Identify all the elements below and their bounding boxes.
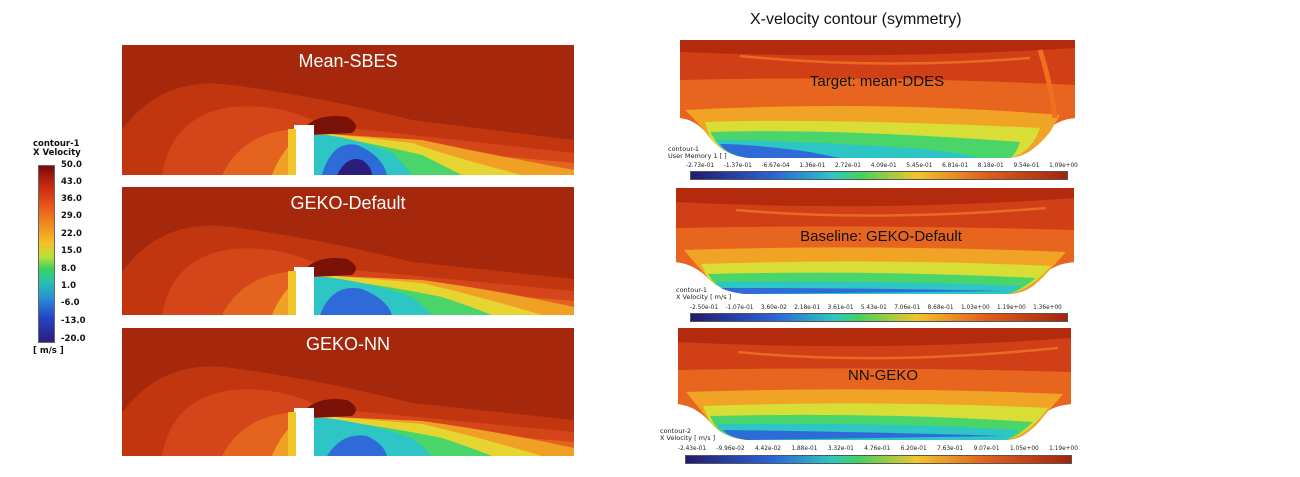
legend-tick: 36.0 (61, 194, 82, 204)
right-colorbar-ticks-1: -2.73e-01 -1.37e-01 -6.67e-04 1.36e-01 2… (686, 163, 1078, 169)
panel-title: GEKO-NN (305, 334, 390, 354)
colorbar-tick: -9.96e-02 (716, 446, 745, 452)
legend-line2: X Velocity [ m/s ] (676, 293, 732, 301)
colorbar-tick: 1.36e+00 (1033, 305, 1062, 311)
left-legend-colorbar (38, 165, 55, 343)
legend-tick: 8.0 (61, 264, 77, 274)
right-panel-title: Baseline: GEKO-Default (800, 228, 963, 245)
contour-field (122, 45, 574, 175)
colorbar-tick: -1.07e-01 (725, 305, 754, 311)
legend-line1: contour-1 (676, 286, 708, 294)
colorbar-tick: 5.43e-01 (860, 305, 887, 311)
right-colorbar-3 (685, 455, 1072, 464)
colorbar-tick: 7.63e-01 (937, 446, 964, 452)
panel-title: GEKO-Default (290, 193, 406, 213)
figure-title: X-velocity contour (symmetry) (750, 11, 962, 28)
colorbar-tick: 1.09e+00 (1049, 163, 1078, 169)
left-panel-mean-sbes: Mean-SBES (122, 45, 574, 175)
legend-tick: 43.0 (61, 177, 82, 187)
colorbar-tick: 4.76e-01 (864, 446, 891, 452)
legend-tick: -20.0 (61, 334, 86, 344)
legend-line2: X Velocity (33, 148, 81, 158)
colorbar-tick: -2.50e-01 (690, 305, 719, 311)
right-colorbar-ticks-3: -2.43e-01 -9.96e-02 4.42e-02 1.88e-01 3.… (678, 446, 1078, 452)
colorbar-tick: 2.18e-01 (794, 305, 821, 311)
colorbar-tick: 8.18e-01 (977, 163, 1004, 169)
colorbar-tick: 3.61e-01 (827, 305, 854, 311)
colorbar-tick: 2.72e-01 (835, 163, 861, 169)
left-panel-geko-nn: GEKO-NN (122, 328, 574, 458)
right-colorbar-2 (690, 313, 1068, 322)
right-colorbar-ticks-2: -2.50e-01 -1.07e-01 3.60e-02 2.18e-01 3.… (690, 305, 1062, 311)
right-panel-nn-geko: NN-GEKO (678, 328, 1071, 440)
colorbar-tick: 9.07e-01 (973, 446, 1000, 452)
right-panel-title: Target: mean-DDES (810, 73, 944, 90)
colorbar-tick: 1.05e+00 (1009, 446, 1039, 452)
colorbar-tick: -2.73e-01 (686, 163, 715, 169)
colorbar-tick: 4.42e-02 (755, 446, 781, 452)
right-colorbar-1 (690, 171, 1068, 180)
colorbar-tick: 7.06e-01 (894, 305, 921, 311)
legend-line1: contour-1 (668, 145, 700, 153)
contour-field (122, 328, 574, 456)
legend-tick: 29.0 (61, 211, 82, 221)
legend-tick: -6.0 (61, 298, 80, 308)
colorbar-tick: 4.09e-01 (870, 163, 897, 169)
colorbar-tick: 1.03e+00 (960, 305, 990, 311)
left-panel-geko-default: GEKO-Default (122, 187, 574, 317)
colorbar-tick: 5.45e-01 (906, 163, 933, 169)
legend-tick: 15.0 (61, 246, 82, 256)
legend-line2: X Velocity [ m/s ] (660, 434, 716, 442)
contour-field (122, 187, 574, 315)
right-panel-title: NN-GEKO (848, 367, 918, 384)
legend-tick: 22.0 (61, 229, 82, 239)
colorbar-tick: 6.81e-01 (942, 163, 969, 169)
right-panel-baseline-geko-default: Baseline: GEKO-Default (676, 188, 1074, 294)
colorbar-tick: 1.88e-01 (791, 446, 818, 452)
colorbar-tick: 3.32e-01 (827, 446, 854, 452)
colorbar-tick: 3.60e-02 (760, 305, 787, 311)
colorbar-tick: -6.67e-04 (761, 163, 790, 169)
left-legend-units: [ m/s ] (33, 346, 64, 356)
right-legend-title-1: contour-1 User Memory 1 [ ] (668, 146, 727, 160)
right-legend-title-2: contour-1 X Velocity [ m/s ] (676, 287, 731, 301)
colorbar-tick: 9.54e-01 (1013, 163, 1040, 169)
legend-tick: 1.0 (61, 281, 77, 291)
legend-line1: contour-2 (660, 427, 692, 435)
right-legend-title-3: contour-2 X Velocity [ m/s ] (660, 428, 715, 442)
legend-tick: 50.0 (61, 160, 82, 170)
legend-line1: contour-1 (33, 139, 80, 149)
colorbar-tick: 1.19e+00 (1049, 446, 1078, 452)
legend-tick: -13.0 (61, 316, 86, 326)
colorbar-tick: 1.19e+00 (997, 305, 1026, 311)
colorbar-tick: 8.68e-01 (927, 305, 954, 311)
colorbar-tick: 1.36e-01 (799, 163, 826, 169)
colorbar-tick: -2.43e-01 (678, 446, 707, 452)
right-panel-target-mean-ddes: Target: mean-DDES (680, 40, 1075, 158)
panel-title: Mean-SBES (298, 51, 398, 71)
legend-line2: User Memory 1 [ ] (668, 152, 727, 160)
colorbar-tick: -1.37e-01 (723, 163, 752, 169)
left-legend-title: contour-1 X Velocity (33, 140, 81, 158)
colorbar-tick: 6.20e-01 (900, 446, 927, 452)
